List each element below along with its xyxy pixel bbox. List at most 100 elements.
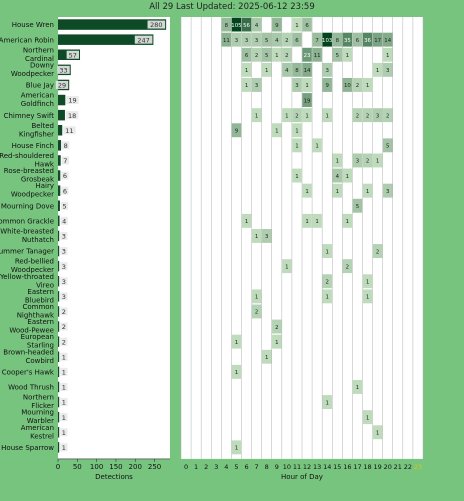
heatmap-cell — [332, 32, 343, 47]
heatmap-cell — [292, 138, 302, 153]
heatmap-cell — [272, 334, 282, 349]
heatmap-cell — [352, 78, 363, 92]
heatmap-cell — [342, 168, 353, 183]
species-name-label: Wood-Pewee — [9, 327, 54, 335]
heatmap-cell — [231, 17, 242, 32]
heatmap-cell-value: 1 — [366, 83, 369, 89]
species-count-box — [61, 186, 69, 195]
heatmap-cell — [322, 395, 332, 409]
species-bar — [58, 427, 60, 438]
heatmap-cell-value: 1 — [356, 385, 359, 391]
species-name-label: Common — [22, 303, 54, 311]
heatmap-cell-value: 1 — [285, 113, 288, 119]
species-bar — [58, 170, 61, 181]
heatmap-cell — [251, 78, 262, 92]
species-bar — [58, 155, 61, 166]
species-count-box — [62, 141, 70, 150]
species-name-label: Summer Tanager — [0, 248, 54, 256]
species-count-box — [65, 111, 79, 120]
heatmap-cell-value: 3 — [255, 38, 258, 44]
heatmap-cell — [302, 183, 312, 198]
species-count-label: 1 — [62, 384, 66, 392]
hour-tick-label: 18 — [363, 463, 371, 471]
heatmap-cell — [272, 319, 282, 334]
heatmap-cell — [282, 32, 292, 47]
bar-x-tick-label: 150 — [109, 463, 122, 471]
species-name-label: American — [21, 424, 54, 432]
heatmap-cell — [282, 108, 292, 123]
heatmap-cell — [322, 108, 332, 123]
heatmap-cell — [292, 32, 302, 47]
species-bar — [58, 200, 60, 211]
heatmap-cell-value: 9 — [325, 83, 329, 89]
heatmap-cell — [332, 153, 343, 168]
heatmap-x-axis-title: Hour of Day — [281, 473, 323, 481]
updated-value: 2025-06-12 23:59 — [238, 2, 315, 12]
species-count-box — [134, 35, 153, 44]
heatmap-cell — [342, 32, 353, 47]
heatmap-cell — [312, 32, 322, 47]
hour-tick-label: 19 — [373, 463, 381, 471]
species-name-label: Red-shouldered — [0, 152, 54, 160]
species-count-box — [60, 262, 68, 271]
heatmap-cell — [382, 62, 393, 77]
heatmap-cell — [272, 47, 282, 62]
hour-tick-label: 22 — [404, 463, 412, 471]
heatmap-cell-value: 4 — [285, 68, 289, 74]
heatmap-cell-value: 3 — [325, 68, 328, 74]
species-count-box — [63, 126, 76, 135]
heatmap-cell-value: 2 — [366, 159, 369, 165]
heatmap-cell-value: 3 — [376, 113, 379, 119]
heatmap-cell-value: 7 — [315, 38, 318, 44]
heatmap-cell — [352, 32, 363, 47]
heatmap-cell — [251, 304, 262, 319]
species-count-label: 33 — [59, 66, 67, 74]
heatmap-cell-value: 1 — [346, 53, 349, 59]
species-bar — [58, 109, 65, 121]
heatmap-cell — [221, 32, 232, 47]
heatmap-cell — [362, 410, 373, 425]
heatmap-cell-value: 4 — [336, 174, 340, 180]
species-name-label: Cardinal — [25, 55, 54, 63]
heatmap-cell-value: 9 — [275, 23, 279, 29]
species-bar — [58, 125, 63, 136]
heatmap-cell-value: 1 — [295, 144, 298, 150]
heatmap-cell-value: 1 — [376, 159, 379, 165]
heatmap-cell — [332, 168, 343, 183]
heatmap-cell-value: 3 — [255, 83, 258, 89]
heatmap-cell-value: 1 — [346, 219, 349, 225]
bar-x-tick-label: 250 — [148, 463, 161, 471]
species-name-label: Hairy — [35, 182, 54, 190]
species-name-label: Eastern — [27, 318, 54, 326]
species-count-box — [60, 428, 68, 437]
heatmap-cell — [382, 108, 393, 123]
heatmap-cell-value: 1 — [295, 174, 298, 180]
heatmap-cell — [251, 108, 262, 123]
heatmap-cell-value: 1 — [315, 144, 318, 150]
species-name-label: Yellow-throated — [0, 273, 54, 281]
hour-tick-label: 2 — [204, 463, 208, 471]
heatmap-cell-value: 1 — [265, 68, 268, 74]
hour-tick-label: 23 — [414, 463, 422, 471]
heatmap-cell — [231, 123, 242, 138]
heatmap-cell — [332, 47, 343, 62]
hour-tick-label: 21 — [394, 463, 402, 471]
heatmap-cell-value: 36 — [364, 38, 371, 44]
heatmap-cell-value: 1 — [336, 189, 339, 195]
species-name-label: Vireo — [36, 281, 54, 289]
heatmap-cell-value: 5 — [265, 38, 268, 44]
heatmap-cell — [382, 138, 393, 153]
heatmap-cell-value: 3 — [386, 189, 389, 195]
hour-tick-label: 16 — [343, 463, 351, 471]
heatmap-cell — [282, 259, 292, 274]
species-name-label: Cooper's Hawk — [2, 368, 55, 376]
species-name-label: Starling — [27, 342, 54, 350]
heatmap-cell-value: 5 — [386, 144, 389, 150]
heatmap-cell-value: 2 — [376, 249, 379, 255]
page-header: All 29 Last Updated: 2025-06-12 23:59 — [0, 0, 464, 14]
species-name-label: Mourning Dove — [1, 202, 54, 210]
heatmap-cell-value: 1 — [255, 234, 258, 240]
species-count-label: 3 — [62, 248, 66, 256]
heatmap-cell-value: 3 — [386, 68, 389, 74]
heatmap-cell — [272, 123, 282, 138]
